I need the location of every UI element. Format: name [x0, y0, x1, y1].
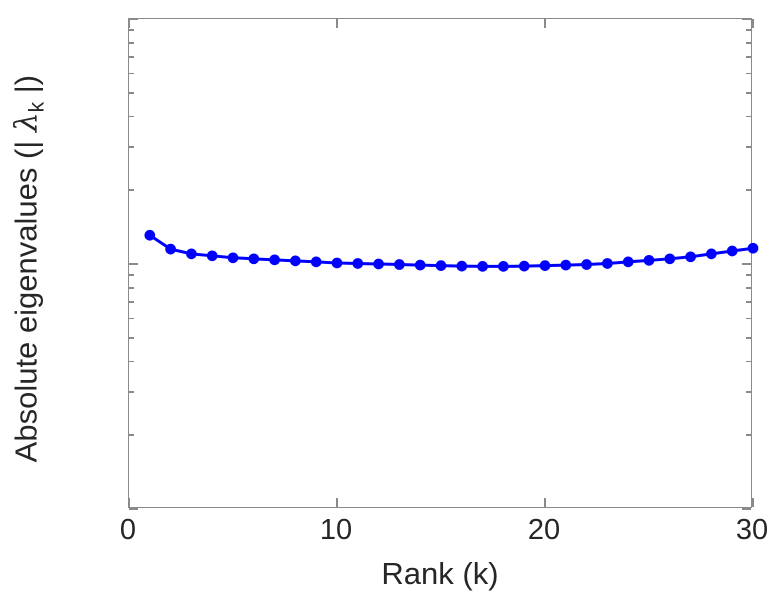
ytick-minor-60 [129, 72, 134, 75]
data-point-marker [726, 245, 738, 257]
data-point-marker [290, 255, 301, 267]
data-point-marker [352, 258, 364, 269]
ytick-minor-20 [129, 189, 134, 192]
ytick-minor-50 [746, 91, 751, 94]
data-point-marker [747, 242, 759, 254]
ytick-minor-70 [746, 56, 751, 58]
data-point-marker [622, 256, 634, 268]
xtick-label-0: 0 [119, 514, 137, 546]
data-series-layer [129, 19, 759, 507]
data-point-marker [227, 252, 239, 264]
ytick-minor-50 [129, 91, 134, 94]
ytick-minor-3 [746, 391, 751, 393]
data-point-marker [664, 253, 676, 265]
ytick-minor-9 [129, 274, 134, 276]
data-point-marker [581, 259, 592, 270]
xtick-30 [752, 498, 754, 507]
ytick-minor-70 [129, 56, 134, 58]
lambda-subscript: k [25, 101, 49, 113]
xtick-30 [752, 19, 754, 28]
ytick-major-100 [129, 18, 138, 20]
xtick-label-30: 30 [735, 514, 769, 546]
ytick-minor-40 [129, 115, 134, 118]
lambda-symbol: λ [8, 112, 45, 133]
data-point-marker [331, 257, 343, 269]
data-point-marker [456, 260, 468, 272]
ytick-major-1 [129, 508, 138, 510]
xtick-10 [336, 498, 338, 507]
xtick-label-10: 10 [319, 514, 353, 546]
data-point-marker [477, 261, 488, 272]
ytick-minor-30 [129, 146, 134, 148]
ytick-major-100 [742, 18, 751, 20]
ytick-minor-30 [746, 146, 751, 148]
ytick-major-10 [129, 263, 138, 265]
data-point-marker [310, 256, 322, 268]
data-point-marker [643, 254, 655, 266]
ytick-minor-6 [129, 317, 134, 320]
ytick-minor-8 [746, 286, 751, 289]
series-line [148, 233, 755, 268]
xtick-0 [128, 19, 130, 28]
eigenvalue-series [144, 229, 759, 272]
ytick-minor-60 [746, 72, 751, 75]
ytick-minor-9 [746, 274, 751, 276]
data-point-marker [394, 259, 405, 270]
xtick-label-20: 20 [527, 514, 561, 546]
data-point-marker [498, 261, 509, 272]
data-point-marker [414, 259, 426, 271]
ytick-minor-6 [746, 317, 751, 320]
ytick-minor-4 [746, 360, 751, 363]
ytick-minor-2 [129, 434, 134, 437]
ytick-major-1 [742, 508, 751, 510]
data-point-marker [186, 248, 197, 260]
data-point-marker [685, 251, 696, 263]
ytick-minor-80 [746, 41, 751, 44]
y-axis-title-suffix: |) [8, 74, 44, 102]
data-point-marker [518, 260, 530, 272]
ytick-minor-3 [129, 391, 134, 393]
data-point-marker [435, 260, 447, 271]
ytick-minor-90 [746, 29, 751, 31]
data-point-marker [373, 258, 384, 270]
xtick-20 [544, 498, 546, 507]
xtick-0 [128, 498, 130, 507]
xtick-10 [336, 19, 338, 28]
y-axis-title: Absolute eigenvalues (| λk |) [8, 9, 49, 529]
ytick-minor-8 [129, 286, 134, 289]
data-point-marker [560, 259, 572, 271]
ytick-minor-5 [746, 336, 751, 339]
ytick-minor-4 [129, 360, 134, 363]
ytick-minor-40 [746, 115, 751, 118]
y-axis-title-prefix: Absolute eigenvalues (| [8, 132, 44, 463]
data-point-marker [602, 258, 613, 269]
ytick-minor-20 [746, 189, 751, 192]
ytick-minor-2 [746, 434, 751, 437]
data-point-marker [206, 250, 218, 262]
plot-area [128, 18, 759, 510]
ytick-minor-7 [129, 301, 134, 303]
ytick-minor-80 [129, 41, 134, 44]
ytick-minor-5 [129, 336, 134, 339]
data-point-marker [144, 229, 156, 241]
data-point-marker [165, 243, 176, 255]
ytick-minor-7 [746, 301, 751, 303]
data-point-marker [248, 253, 260, 265]
ytick-minor-90 [129, 29, 134, 31]
xtick-20 [544, 19, 546, 28]
data-point-marker [539, 260, 551, 271]
x-axis-title: Rank (k) [381, 556, 499, 591]
ytick-major-10 [742, 263, 751, 265]
data-point-marker [706, 248, 717, 260]
data-point-marker [269, 254, 280, 266]
